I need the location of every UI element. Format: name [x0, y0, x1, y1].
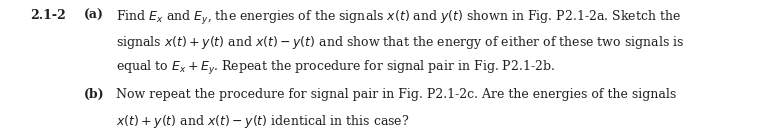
Text: Find $E_x$ and $E_y$, the energies of the signals $x(t)$ and $y(t)$ shown in Fig: Find $E_x$ and $E_y$, the energies of th…	[116, 9, 680, 27]
Text: (a): (a)	[84, 9, 105, 22]
Text: equal to $E_x + E_y$. Repeat the procedure for signal pair in Fig. P2.1-2b.: equal to $E_x + E_y$. Repeat the procedu…	[116, 59, 555, 77]
Text: (b): (b)	[84, 88, 105, 101]
Text: signals $x(t)+y(t)$ and $x(t) - y(t)$ and show that the energy of either of thes: signals $x(t)+y(t)$ and $x(t) - y(t)$ an…	[116, 34, 684, 51]
Text: $x(t)+y(t)$ and $x(t) - y(t)$ identical in this case?: $x(t)+y(t)$ and $x(t) - y(t)$ identical …	[116, 113, 409, 130]
Text: Now repeat the procedure for signal pair in Fig. P2.1-2c. Are the energies of th: Now repeat the procedure for signal pair…	[116, 88, 676, 101]
Text: 2.1-2: 2.1-2	[30, 9, 66, 22]
